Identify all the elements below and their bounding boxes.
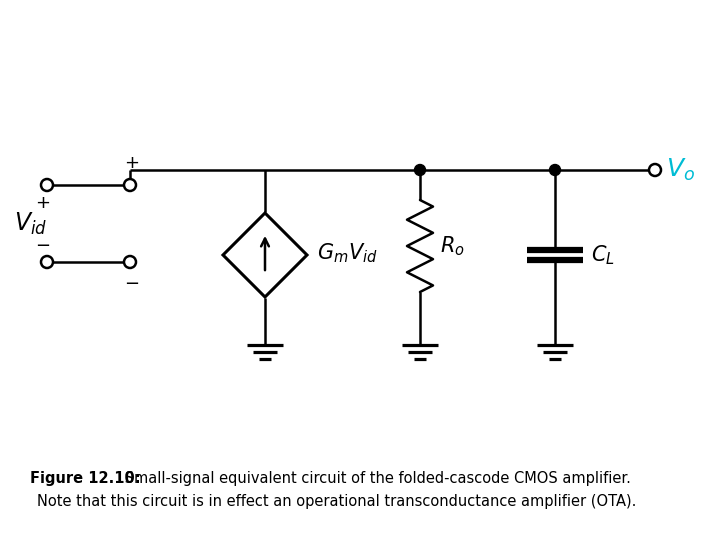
Text: $+$: $+$ [125, 154, 140, 172]
Text: $R_o$: $R_o$ [440, 234, 465, 258]
Text: $+$: $+$ [35, 194, 50, 212]
Circle shape [415, 165, 426, 176]
Circle shape [649, 164, 661, 176]
Circle shape [41, 256, 53, 268]
Circle shape [124, 256, 136, 268]
Text: $-$: $-$ [125, 273, 140, 291]
Text: $V_{id}$: $V_{id}$ [14, 211, 48, 237]
Text: $-$: $-$ [35, 235, 50, 253]
Text: Small-signal equivalent circuit of the folded-cascode CMOS amplifier.: Small-signal equivalent circuit of the f… [120, 471, 631, 486]
Text: Figure 12.10:: Figure 12.10: [30, 471, 141, 486]
Circle shape [124, 179, 136, 191]
Text: $C_L$: $C_L$ [591, 243, 615, 267]
Circle shape [549, 165, 560, 176]
Text: $G_m V_{id}$: $G_m V_{id}$ [317, 241, 378, 265]
Text: Note that this circuit is in effect an operational transconductance amplifier (O: Note that this circuit is in effect an o… [37, 494, 636, 509]
Text: $V_o$: $V_o$ [666, 157, 695, 183]
Circle shape [41, 179, 53, 191]
